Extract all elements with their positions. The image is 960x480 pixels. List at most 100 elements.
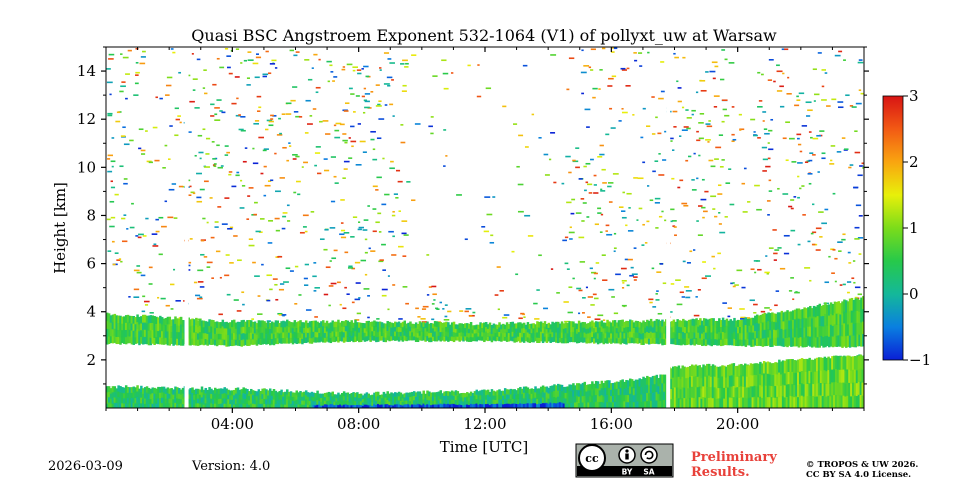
layer-cell — [585, 333, 588, 339]
layer-cell — [299, 337, 302, 344]
layer-cell — [407, 335, 410, 341]
layer-cell — [846, 368, 849, 383]
layer-cell — [685, 326, 689, 334]
data-gap — [666, 47, 671, 408]
layer-cell — [564, 386, 568, 393]
noise-pixel — [269, 288, 273, 291]
layer-cell — [151, 397, 154, 404]
layer-cell — [492, 327, 496, 333]
noise-pixel — [590, 48, 596, 51]
layer-cell — [318, 337, 321, 343]
noise-pixel — [178, 71, 182, 74]
layer-cell — [403, 330, 407, 336]
noise-pixel — [256, 95, 262, 98]
noise-pixel — [234, 76, 240, 78]
layer-cell — [793, 372, 796, 386]
noise-pixel — [268, 120, 274, 123]
noise-pixel — [213, 165, 217, 168]
layer-cell — [704, 325, 708, 333]
noise-pixel — [325, 266, 331, 269]
layer-cell — [198, 331, 202, 339]
layer-cell — [797, 371, 800, 385]
layer-cell — [217, 393, 221, 400]
layer-cell — [841, 312, 844, 325]
layer-cell — [405, 396, 408, 401]
layer-cell — [492, 331, 496, 337]
layer-cell — [549, 324, 552, 330]
layer-cell — [361, 327, 365, 332]
layer-cell — [373, 335, 376, 341]
noise-pixel — [333, 249, 338, 252]
noise-pixel — [278, 288, 285, 291]
layer-cell — [280, 332, 283, 339]
layer-cell — [566, 332, 569, 339]
layer-cell — [560, 332, 564, 338]
layer-cell — [707, 375, 711, 387]
noise-pixel — [428, 286, 432, 288]
layer-cell — [539, 331, 543, 337]
layer-cell — [761, 397, 764, 408]
noise-pixel — [464, 310, 469, 313]
layer-cell — [711, 386, 715, 399]
layer-cell — [147, 387, 151, 394]
layer-cell — [833, 334, 837, 347]
layer-cell — [322, 405, 325, 408]
layer-cell — [543, 336, 547, 342]
layer-cell — [808, 357, 811, 371]
noise-pixel — [605, 133, 610, 136]
layer-cell — [646, 319, 649, 327]
layer-cell — [126, 328, 130, 337]
layer-cell — [670, 326, 674, 333]
layer-cell — [683, 397, 686, 408]
layer-cell — [284, 332, 287, 339]
noise-pixel — [253, 122, 259, 125]
layer-cell — [644, 337, 647, 344]
noise-pixel — [367, 295, 370, 297]
noise-pixel — [655, 293, 658, 295]
layer-cell — [202, 326, 206, 334]
layer-cell — [822, 315, 825, 327]
layer-cell — [380, 397, 384, 402]
layer-cell — [528, 337, 532, 343]
layer-cell — [647, 376, 651, 386]
layer-cell — [566, 386, 569, 393]
layer-cell — [344, 330, 348, 337]
layer-cell — [401, 394, 405, 399]
layer-cell — [659, 391, 662, 401]
layer-cell — [142, 322, 145, 330]
layer-cell — [683, 326, 687, 334]
layer-cell — [149, 322, 153, 331]
noise-pixel — [677, 87, 682, 89]
layer-cell — [521, 336, 524, 342]
layer-cell — [534, 402, 537, 408]
layer-cell — [399, 392, 403, 398]
layer-cell — [143, 321, 147, 330]
layer-cell — [555, 385, 558, 392]
layer-cell — [522, 332, 526, 338]
layer-cell — [159, 402, 162, 408]
layer-cell — [297, 392, 300, 397]
noise-pixel — [148, 283, 153, 285]
layer-cell — [568, 402, 571, 408]
layer-cell — [729, 338, 732, 346]
layer-cell — [335, 400, 338, 405]
noise-pixel — [740, 316, 746, 319]
layer-cell — [697, 332, 700, 339]
layer-cell — [397, 391, 401, 397]
layer-cell — [433, 400, 437, 405]
noise-pixel — [263, 194, 267, 197]
layer-cell — [376, 331, 380, 337]
layer-cell — [716, 333, 719, 340]
layer-cell — [437, 391, 441, 397]
layer-cell — [443, 331, 446, 337]
noise-pixel — [853, 186, 859, 189]
layer-cell — [382, 403, 386, 408]
layer-cell — [541, 327, 545, 334]
layer-cell — [575, 389, 579, 396]
layer-cell — [702, 331, 706, 339]
noise-pixel — [754, 184, 760, 187]
noise-pixel — [826, 105, 831, 107]
layer-cell — [503, 398, 507, 405]
layer-cell — [797, 318, 801, 329]
